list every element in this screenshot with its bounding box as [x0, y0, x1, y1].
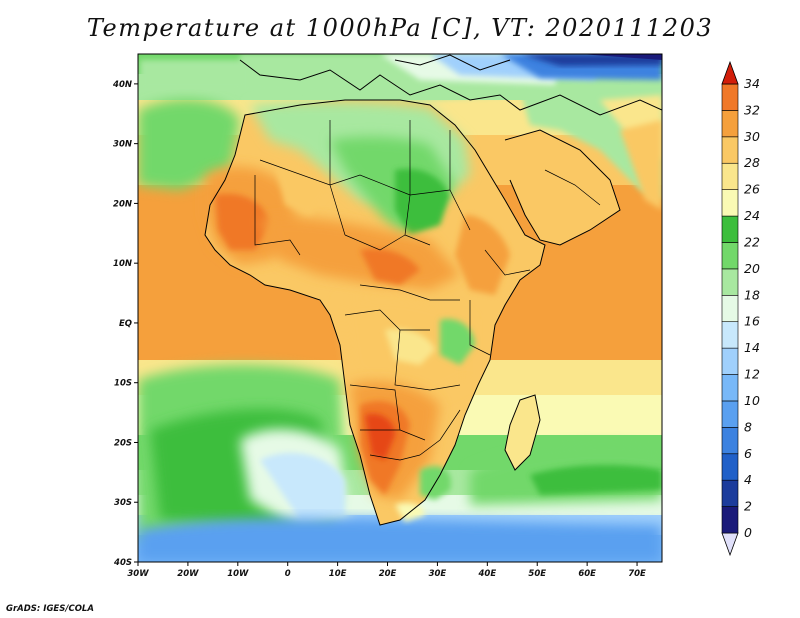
colorbar-label: 0	[744, 525, 752, 540]
colorbar-label: 8	[744, 419, 752, 434]
colorbar-segment	[721, 479, 739, 507]
colorbar-segment	[721, 215, 739, 243]
colorbar-segment	[721, 189, 739, 217]
colorbar-segment	[721, 136, 739, 164]
colorbar-segment	[721, 506, 739, 534]
colorbar-label: 12	[744, 367, 760, 382]
colorbar-label: 4	[744, 472, 752, 487]
temperature-field	[138, 54, 662, 562]
colorbar-segment	[721, 242, 739, 270]
lat-tick-label: 20N	[113, 199, 132, 209]
colorbar-label: 24	[744, 208, 760, 223]
colorbar-label: 2	[744, 499, 752, 514]
lon-tick-label: 0	[285, 569, 291, 579]
colorbar-label: 14	[744, 340, 760, 355]
colorbar-label: 10	[744, 393, 760, 408]
lon-tick-label: 30E	[429, 569, 447, 579]
colorbar-max-triangle	[721, 60, 739, 85]
colorbar-segment	[721, 294, 739, 323]
colorbar-segment	[721, 374, 739, 402]
coastlines	[204, 54, 662, 526]
colorbar-label: 32	[744, 102, 760, 117]
country-borders	[254, 120, 601, 461]
lat-tick-label: 40S	[113, 558, 132, 568]
map-frame	[137, 53, 663, 563]
colorbar-segment	[721, 162, 739, 190]
colorbar-label: 28	[744, 155, 760, 170]
colorbar-min-triangle	[721, 532, 739, 557]
colorbar-label: 20	[744, 261, 760, 276]
map-title: Temperature at 1000hPa [C], VT: 20201112…	[86, 14, 714, 42]
lon-tick-label: 60E	[578, 569, 596, 579]
colorbar-segment	[721, 110, 739, 138]
lat-tick-label: EQ	[119, 319, 132, 329]
colorbar-label: 30	[744, 129, 760, 144]
lat-tick-label: 20S	[114, 438, 132, 448]
lon-tick-label: 20E	[379, 569, 397, 579]
colorbar-label: 26	[744, 182, 760, 197]
lat-tick-label: 30N	[113, 140, 132, 150]
colorbar-label: 16	[744, 314, 760, 329]
colorbar-segment	[721, 268, 739, 296]
colorbar-segment	[721, 347, 739, 375]
lat-tick-label: 10S	[114, 379, 132, 389]
colorbar-label: 18	[744, 287, 760, 302]
colorbar-label: 22	[744, 234, 760, 249]
latitude-axis: 40N 30N 20N 10N EQ 10S 20S 30S 40S	[112, 80, 138, 568]
colorbar-label: 6	[744, 446, 752, 461]
lon-tick-label: 50E	[528, 569, 546, 579]
lon-tick-label: 40E	[478, 569, 497, 579]
credit-text: GrADS: IGES/COLA	[6, 604, 94, 614]
lon-tick-label: 10E	[329, 569, 347, 579]
lon-tick-label: 30W	[127, 569, 149, 579]
colorbar-segment	[721, 453, 739, 481]
lon-tick-label: 10W	[227, 569, 249, 579]
colorbar-segment	[721, 427, 739, 455]
lat-tick-label: 10N	[113, 259, 132, 269]
longitude-axis: 30W 20W 10W 0 10E 20E 30E 40E 50E 60E 70E	[127, 562, 646, 579]
lon-tick-label: 20W	[177, 569, 199, 579]
colorbar-label: 34	[744, 76, 760, 91]
colorbar-segment	[721, 83, 739, 111]
lat-tick-label: 40N	[112, 80, 132, 90]
colorbar-segment	[721, 321, 739, 349]
lon-tick-label: 70E	[628, 569, 646, 579]
colorbar-segment	[721, 400, 739, 428]
lat-tick-label: 30S	[114, 498, 132, 508]
